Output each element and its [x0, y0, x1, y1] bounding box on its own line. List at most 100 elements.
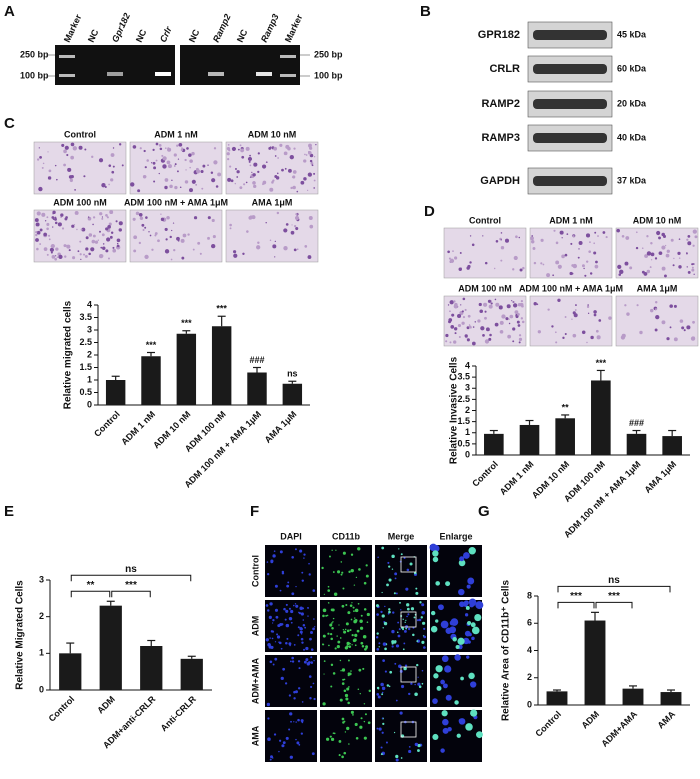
cell	[384, 670, 387, 673]
lane-label: NC	[134, 27, 149, 43]
cell	[406, 615, 408, 618]
cell	[381, 686, 386, 691]
cell	[296, 190, 299, 193]
gel-band	[155, 72, 171, 76]
cell	[380, 746, 383, 749]
protein-label: CRLR	[489, 63, 520, 75]
cell	[285, 223, 289, 226]
cell	[404, 621, 406, 623]
cell	[327, 585, 330, 588]
cell	[213, 147, 217, 150]
cell	[177, 239, 180, 242]
cell	[248, 160, 251, 163]
cell	[288, 694, 292, 697]
cell	[48, 169, 52, 173]
cell	[335, 549, 337, 551]
cell	[435, 665, 443, 673]
cell	[108, 222, 112, 226]
cell	[347, 701, 350, 705]
cell	[94, 240, 99, 244]
cell	[533, 302, 537, 306]
cell	[414, 683, 416, 686]
cell	[289, 755, 293, 759]
cell	[277, 157, 279, 159]
cell	[273, 146, 278, 151]
cell	[279, 739, 282, 742]
cell	[211, 243, 216, 249]
cell	[272, 554, 276, 558]
cell	[687, 241, 692, 246]
cell	[253, 162, 258, 167]
image-label: ADM 10 nM	[248, 129, 297, 139]
cell	[210, 171, 214, 174]
cell	[419, 601, 422, 604]
cell	[307, 615, 309, 617]
cell	[432, 733, 439, 741]
cell	[351, 602, 353, 604]
cell	[104, 185, 107, 189]
cell	[450, 325, 455, 329]
cell	[500, 246, 505, 250]
cell	[184, 180, 189, 184]
blot-band	[533, 133, 607, 143]
cell	[350, 670, 352, 672]
cell	[509, 314, 514, 319]
cell	[293, 224, 297, 228]
cell	[377, 695, 381, 699]
micrograph	[225, 141, 319, 195]
cell	[253, 184, 257, 189]
cell	[346, 641, 350, 646]
cell	[111, 170, 115, 174]
cell	[56, 178, 58, 181]
cell	[564, 253, 568, 257]
cell	[323, 593, 326, 595]
y-tick-label: 0.5	[457, 438, 470, 448]
cell	[153, 180, 156, 183]
bar	[591, 380, 611, 455]
cell	[587, 304, 589, 306]
significance-label: ***	[596, 358, 607, 368]
cell	[417, 749, 420, 753]
micrograph	[320, 600, 372, 652]
cell	[310, 685, 313, 689]
size-label: 250 bp	[314, 49, 343, 59]
bar	[484, 433, 504, 455]
micrograph	[225, 209, 319, 263]
cell	[341, 717, 345, 721]
cell	[305, 154, 308, 156]
cell	[673, 337, 678, 342]
cell	[78, 145, 83, 150]
cell	[382, 659, 385, 663]
cell	[395, 754, 399, 759]
cell	[452, 636, 457, 642]
cell	[327, 602, 330, 604]
cell	[470, 681, 477, 688]
cell	[408, 746, 411, 748]
image-label: AMA 1μM	[637, 283, 678, 293]
cell	[297, 634, 300, 637]
cell	[207, 216, 211, 220]
cell	[144, 166, 147, 169]
cell	[421, 640, 425, 644]
cell	[391, 645, 394, 648]
cell	[102, 243, 105, 245]
cell	[654, 301, 658, 304]
cell	[158, 143, 162, 147]
cell	[551, 325, 554, 328]
cell	[150, 162, 153, 164]
cell	[273, 733, 277, 736]
cell	[295, 585, 297, 588]
significance-label: ###	[249, 355, 264, 365]
cell	[36, 158, 40, 161]
cell	[367, 721, 371, 725]
cell	[458, 588, 465, 596]
cell	[512, 301, 515, 303]
cell	[429, 543, 437, 552]
cell	[400, 609, 402, 611]
cell	[269, 602, 273, 606]
cell	[333, 592, 338, 596]
cell	[245, 181, 248, 184]
x-tick-label: Control	[470, 459, 500, 489]
cell	[88, 252, 91, 256]
cell	[388, 685, 391, 688]
